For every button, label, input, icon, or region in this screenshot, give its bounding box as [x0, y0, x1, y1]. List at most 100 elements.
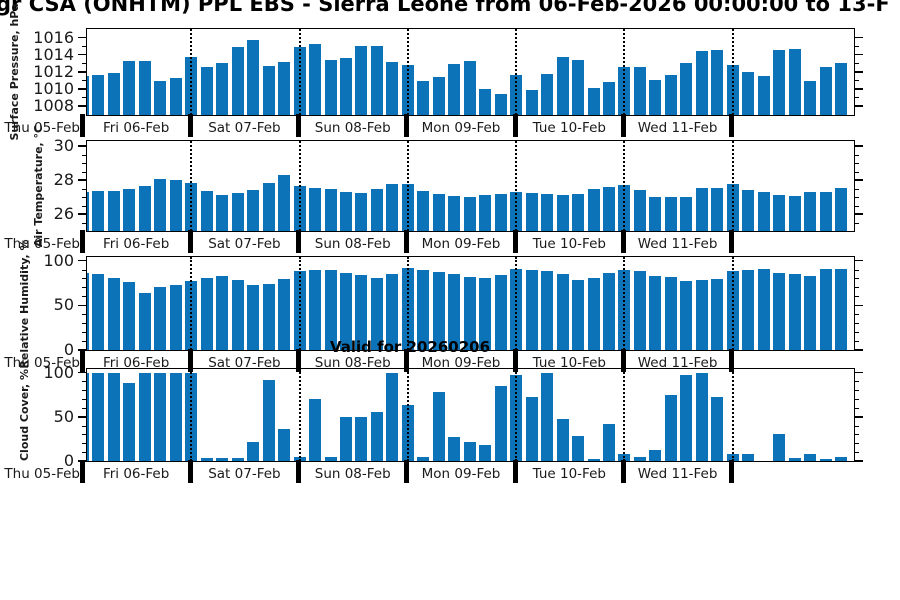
surface-pressure-bar: [216, 63, 229, 115]
y-major-tick: [78, 88, 86, 90]
day-label: Tue 10-Feb: [532, 119, 606, 136]
day-divider-tick: [404, 113, 410, 137]
air-temperature-bar: [819, 191, 832, 231]
air-temperature-axis-label: Air Temperature, °C: [32, 124, 45, 248]
cloud-cover-bar: [525, 397, 538, 461]
surface-pressure-bar: [138, 60, 151, 115]
surface-pressure-bar: [278, 62, 291, 115]
y-tick-label: 100: [43, 250, 74, 270]
day-label: Wed 11-Feb: [637, 119, 718, 136]
y-tick-label: 26: [53, 204, 74, 224]
air-temperature-bar: [107, 191, 120, 231]
relative-humidity-bar: [339, 273, 352, 350]
y-minor-tick: [82, 269, 86, 271]
y-minor-tick: [855, 452, 859, 454]
y-minor-tick: [82, 434, 86, 436]
air-temperature-bar: [541, 193, 554, 231]
cloud-cover-bar: [664, 394, 677, 461]
relative-humidity-bar: [773, 273, 786, 350]
cloud-cover-axis-label: Cloud Cover, %: [18, 368, 31, 462]
surface-pressure-bar: [819, 66, 832, 115]
day-boundary-line: [731, 29, 734, 115]
air-temperature-bar: [757, 191, 770, 231]
y-minor-tick: [855, 434, 859, 436]
air-temperature-bar: [417, 191, 430, 231]
surface-pressure-bar: [695, 51, 708, 115]
air-temperature-bar: [572, 193, 585, 231]
y-minor-tick: [82, 407, 86, 409]
day-boundary-line: [406, 369, 409, 461]
day-boundary-line: [515, 369, 518, 461]
y-minor-tick: [855, 323, 859, 325]
left-day-label: Thu 05-Feb: [4, 466, 80, 482]
air-temperature-bar: [835, 187, 848, 231]
day-boundary-line: [515, 141, 518, 231]
air-temperature-bar: [216, 194, 229, 231]
surface-pressure-bar: [123, 60, 136, 115]
cloud-cover-bar: [138, 372, 151, 461]
air-temperature-bar: [309, 187, 322, 231]
day-boundary-line: [406, 257, 409, 350]
cloud-cover-bar: [107, 372, 120, 461]
surface-pressure-bar: [664, 75, 677, 115]
day-boundary-line: [623, 257, 626, 350]
day-label: Mon 09-Feb: [421, 236, 501, 252]
air-temperature-bar: [494, 193, 507, 231]
day-divider-tick: [729, 230, 735, 253]
day-divider-tick: [296, 460, 302, 483]
air-temperature-bar: [432, 193, 445, 231]
surface-pressure-plot-area: [86, 28, 855, 116]
y-tick-label: 1010: [33, 78, 74, 98]
cloud-cover-bar: [278, 429, 291, 461]
y-minor-tick: [855, 341, 859, 343]
y-minor-tick: [82, 46, 86, 48]
relative-humidity-bar: [649, 275, 662, 350]
cloud-cover-bar: [695, 372, 708, 461]
surface-pressure-bar: [231, 46, 244, 115]
air-temperature-bar: [448, 196, 461, 231]
cloud-cover-bar: [804, 453, 817, 461]
surface-pressure-bar: [541, 74, 554, 115]
y-minor-tick: [82, 171, 86, 173]
cloud-cover-bar: [87, 372, 89, 461]
cloud-cover-bar: [216, 458, 229, 461]
relative-humidity-bar: [479, 277, 492, 350]
air-temperature-bar: [138, 186, 151, 231]
air-temperature-bar: [262, 183, 275, 231]
y-minor-tick: [82, 80, 86, 82]
cloud-cover-bar: [247, 441, 260, 461]
y-minor-tick: [82, 287, 86, 289]
day-label: Sun 08-Feb: [314, 119, 391, 136]
cloud-cover-bar: [773, 434, 786, 461]
relative-humidity-bar: [819, 268, 832, 350]
relative-humidity-plot-area: [86, 256, 855, 351]
y-minor-tick: [82, 381, 86, 383]
air-temperature-bar: [339, 191, 352, 231]
day-divider-tick: [620, 349, 626, 372]
surface-pressure-bar: [247, 40, 260, 115]
y-major-tick: [855, 145, 863, 147]
surface-pressure-bar: [757, 76, 770, 115]
cloud-cover-bar: [339, 416, 352, 461]
y-minor-tick: [855, 314, 859, 316]
day-divider-tick: [79, 230, 85, 253]
relative-humidity-bar: [216, 275, 229, 350]
relative-humidity-bar: [355, 274, 368, 350]
surface-pressure-bar: [572, 59, 585, 115]
y-minor-tick: [82, 163, 86, 165]
y-tick-label: 1016: [33, 27, 74, 47]
y-major-tick: [855, 371, 863, 374]
y-minor-tick: [82, 296, 86, 298]
day-boundary-line: [190, 257, 193, 350]
day-divider-tick: [729, 349, 735, 372]
day-label: Wed 11-Feb: [637, 466, 718, 482]
relative-humidity-bar: [835, 268, 848, 350]
surface-pressure-bar: [355, 46, 368, 115]
y-major-tick: [855, 304, 863, 307]
y-major-tick: [78, 213, 86, 215]
day-label: Sat 07-Feb: [208, 236, 281, 252]
cloud-cover-bar: [788, 458, 801, 461]
valid-for-annotation: Valid for 20260206: [329, 338, 491, 356]
relative-humidity-bar: [417, 269, 430, 350]
day-boundary-line: [406, 29, 409, 115]
